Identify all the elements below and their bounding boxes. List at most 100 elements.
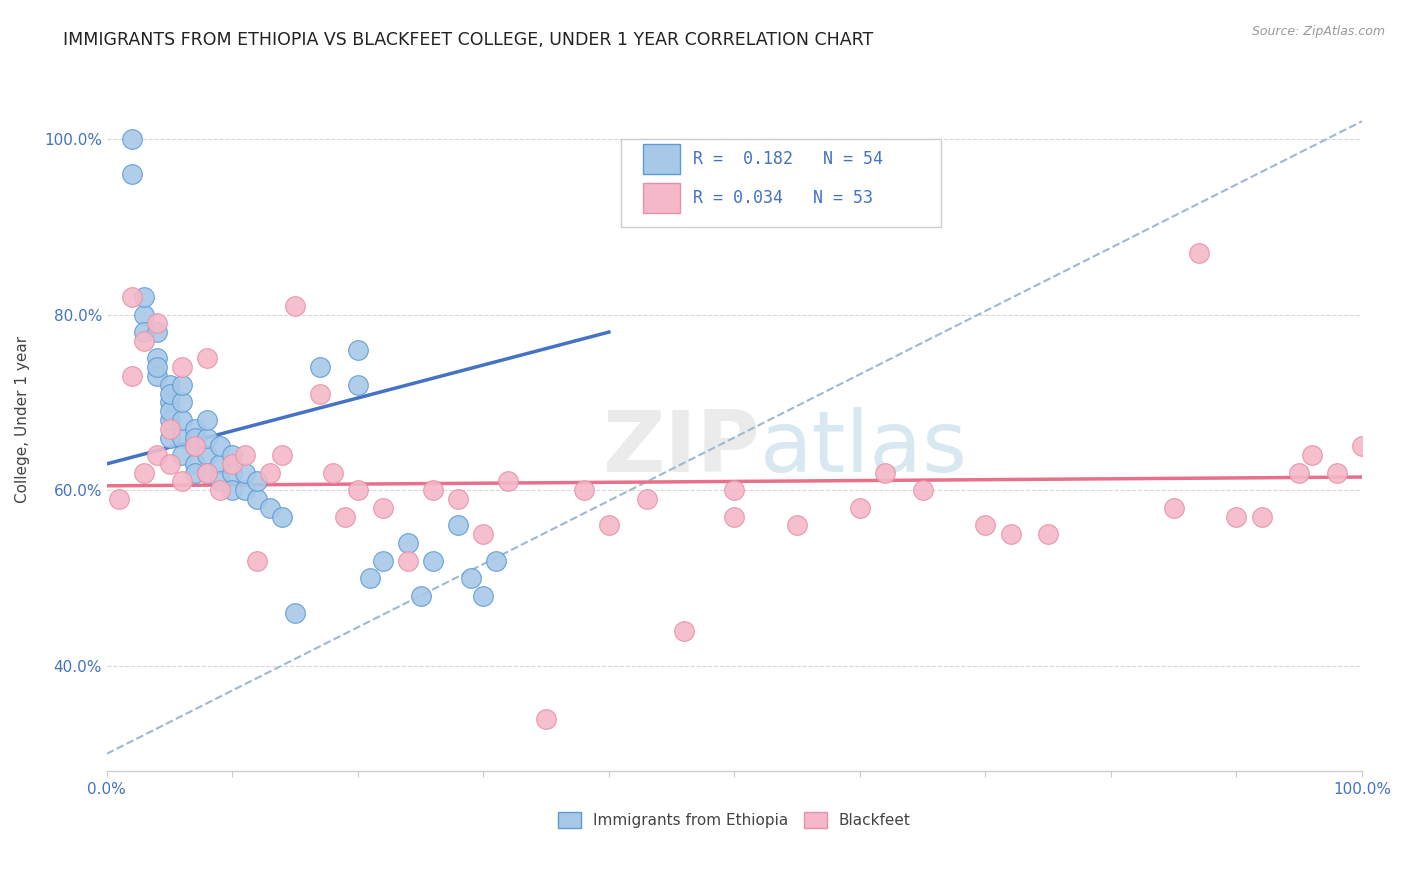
Point [146,316,169,330]
Point [1326,466,1348,480]
Point [183,457,205,471]
Point [183,466,205,480]
Point [271,448,294,462]
Point [723,509,745,524]
FancyBboxPatch shape [621,139,942,227]
Point [183,439,205,453]
Point [183,430,205,444]
Point [183,422,205,436]
Point [447,491,470,506]
Point [472,527,495,541]
Point [498,475,520,489]
Point [183,439,205,453]
Point [195,351,218,366]
Point [146,360,169,375]
Point [108,491,131,506]
Point [221,483,243,498]
Text: atlas: atlas [759,407,967,490]
Point [121,132,143,146]
Point [134,308,156,322]
Point [221,466,243,480]
Text: ZIP: ZIP [602,407,759,490]
Point [170,430,193,444]
Point [121,167,143,181]
Point [723,483,745,498]
Point [346,343,368,357]
Point [460,571,482,585]
Point [409,589,432,603]
Point [195,466,218,480]
Point [309,386,332,401]
Point [309,360,332,375]
Point [208,457,231,471]
Point [170,360,193,375]
Point [673,624,696,638]
Point [447,518,470,533]
Point [1188,246,1211,260]
Point [159,422,181,436]
Point [159,377,181,392]
Point [134,334,156,348]
Point [121,369,143,384]
Point [246,475,269,489]
Point [1038,527,1060,541]
Point [159,395,181,409]
Point [208,475,231,489]
Point [146,351,169,366]
Point [134,290,156,304]
Point [134,466,156,480]
Bar [643,183,681,212]
Point [159,404,181,418]
Text: Source: ZipAtlas.com: Source: ZipAtlas.com [1251,25,1385,38]
Point [371,553,394,567]
Y-axis label: College, Under 1 year: College, Under 1 year [15,336,30,503]
Point [208,483,231,498]
Point [472,589,495,603]
Point [422,483,444,498]
Point [284,606,307,620]
Point [598,518,620,533]
Point [170,475,193,489]
Point [233,448,256,462]
Point [195,466,218,480]
Point [159,430,181,444]
Point [346,483,368,498]
Point [259,500,281,515]
Point [221,448,243,462]
Point [195,430,218,444]
Point [233,466,256,480]
Bar [643,145,681,174]
Point [146,369,169,384]
Point [422,553,444,567]
Point [195,413,218,427]
Point [170,377,193,392]
Point [371,500,394,515]
Point [1288,466,1310,480]
Point [170,395,193,409]
Point [1250,509,1272,524]
Point [359,571,381,585]
Point [396,536,419,550]
Point [170,448,193,462]
Point [246,553,269,567]
Point [159,386,181,401]
Point [1351,439,1374,453]
Point [146,448,169,462]
Point [322,466,344,480]
Text: R = 0.034   N = 53: R = 0.034 N = 53 [693,189,873,207]
Point [1000,527,1022,541]
Point [335,509,357,524]
Point [271,509,294,524]
Point [233,483,256,498]
Point [873,466,896,480]
Text: IMMIGRANTS FROM ETHIOPIA VS BLACKFEET COLLEGE, UNDER 1 YEAR CORRELATION CHART: IMMIGRANTS FROM ETHIOPIA VS BLACKFEET CO… [63,31,873,49]
Point [1301,448,1323,462]
Point [259,466,281,480]
Point [121,290,143,304]
Point [1163,500,1185,515]
Point [134,325,156,339]
Point [346,377,368,392]
Point [284,299,307,313]
Point [159,457,181,471]
Point [485,553,508,567]
